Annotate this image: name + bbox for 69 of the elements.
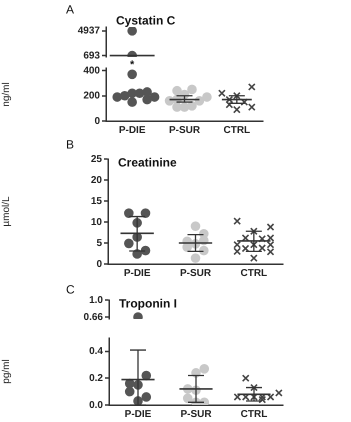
point xyxy=(242,374,250,382)
point xyxy=(150,92,160,102)
x-tick-label: P-SUR xyxy=(180,408,212,420)
x-tick-label: CTRL xyxy=(240,408,268,420)
point xyxy=(180,102,190,112)
x-tick-label: P-DIE xyxy=(124,268,151,279)
x-tick-label: CTRL xyxy=(223,124,250,136)
point xyxy=(199,364,210,374)
point xyxy=(242,393,250,401)
point xyxy=(248,103,256,111)
x-tick-label: P-SUR xyxy=(180,268,212,279)
point xyxy=(120,90,130,101)
point xyxy=(242,244,250,252)
y-tick-label: 0 xyxy=(94,116,100,127)
y-axis-title: µmol/L xyxy=(0,196,12,227)
y-tick-label: 400 xyxy=(83,65,100,76)
point xyxy=(250,254,258,262)
point xyxy=(258,396,266,404)
x-tick-label: P-DIE xyxy=(124,408,152,420)
y-axis-title: ng/ml xyxy=(0,82,12,107)
y-tick-label: 0 xyxy=(96,258,102,270)
point xyxy=(258,393,266,401)
point xyxy=(275,389,283,397)
point xyxy=(248,83,256,91)
point xyxy=(187,84,197,94)
point xyxy=(127,70,137,80)
point xyxy=(218,89,226,98)
y-tick-label: 200 xyxy=(83,90,100,102)
annotation: * xyxy=(130,59,136,72)
point xyxy=(234,393,242,401)
point xyxy=(232,106,241,114)
point xyxy=(266,393,274,401)
point xyxy=(140,208,150,218)
y-tick-label: 693 xyxy=(83,50,100,62)
x-tick-label: CTRL xyxy=(240,268,268,279)
y-tick-label: 1.0 xyxy=(89,294,104,306)
point xyxy=(199,246,209,256)
x-tick-label: P-SUR xyxy=(168,124,201,136)
x-tick-label: P-DIE xyxy=(118,124,146,136)
point xyxy=(266,223,274,231)
point xyxy=(124,386,135,396)
point xyxy=(190,221,200,231)
y-tick-label: 0.4 xyxy=(89,346,104,358)
y-tick-label: 5 xyxy=(96,238,102,249)
chart-title: Creatinine xyxy=(118,155,178,170)
point xyxy=(124,208,134,218)
point xyxy=(141,392,152,402)
point xyxy=(250,240,258,249)
text: B xyxy=(66,137,74,152)
y-tick-label: 4937 xyxy=(78,26,100,37)
y-tick-label: 0.66 xyxy=(84,312,104,323)
y-tick-label: 0.2 xyxy=(89,372,104,384)
y-tick-label: 15 xyxy=(90,196,102,207)
point xyxy=(127,97,137,107)
text: A xyxy=(66,2,74,16)
point xyxy=(142,87,152,97)
point xyxy=(202,92,212,102)
point xyxy=(250,227,258,236)
y-tick-label: 0.0 xyxy=(89,400,104,411)
y-tick-label: 25 xyxy=(90,154,102,165)
point xyxy=(190,253,200,263)
point xyxy=(233,217,242,225)
point xyxy=(172,86,182,96)
y-axis-title: pg/ml xyxy=(0,359,12,384)
text: C xyxy=(66,282,75,296)
y-tick-label: 20 xyxy=(90,174,102,186)
chart-title: Cystatin C xyxy=(116,13,176,28)
y-tick-label: 10 xyxy=(90,216,102,228)
chart-title: Troponin I xyxy=(119,296,177,310)
